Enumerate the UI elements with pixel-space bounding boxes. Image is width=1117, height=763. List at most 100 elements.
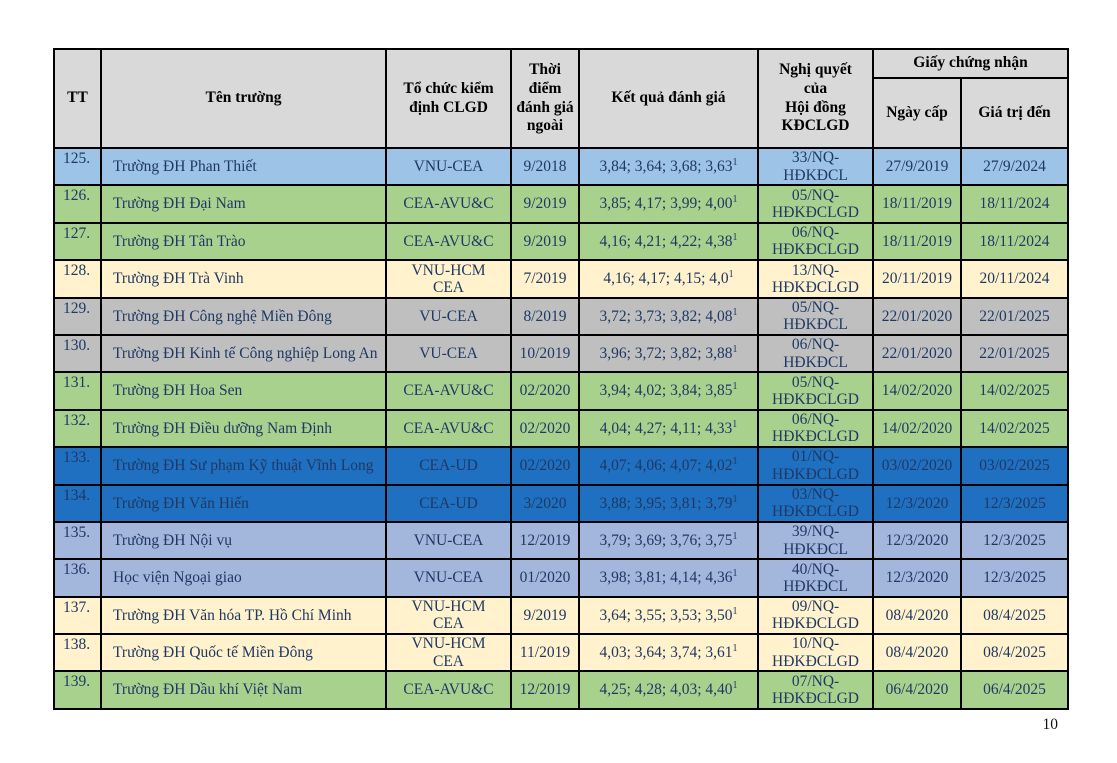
table-row: 128. Trường ĐH Trà Vinh VNU-HCM CEA 7/2019 4… (53, 259, 1069, 299)
cell-result: 4,03; 3,64; 3,74; 3,611 (578, 633, 759, 673)
cell-issue-date: 08/4/2020 (872, 595, 962, 636)
cell-issue-date: 12/3/2020 (872, 483, 962, 523)
col-header-certificate: Giấy chứng nhận (872, 48, 1069, 79)
col-header-issue-date: Ngày cấp (872, 77, 962, 149)
table-row: 129. Trường ĐH Công nghệ Miền Đông VU-CEA 8… (53, 296, 1069, 336)
cell-issue-date: 03/02/2020 (872, 446, 962, 486)
footnote-marker: 1 (732, 680, 738, 692)
cell-eval-time: 8/2019 (510, 296, 580, 336)
table-row: 127. Trường ĐH Tân Trào CEA-AVU&C 9/2019 4,1… (53, 221, 1069, 262)
accreditation-table: TT Tên trường Tổ chức kiểm định CLGD Thờ… (53, 48, 1069, 710)
cell-eval-time: 02/2020 (510, 446, 580, 486)
cell-result: 3,64; 3,55; 3,53; 3,501 (578, 595, 759, 636)
cell-tt: 134. (53, 483, 102, 523)
cell-issue-date: 22/01/2020 (872, 296, 962, 336)
footnote-marker: 1 (732, 381, 738, 393)
cell-issue-date: 14/02/2020 (872, 371, 962, 411)
cell-tt: 128. (53, 259, 102, 299)
cell-issue-date: 18/11/2019 (872, 221, 962, 262)
cell-eval-time: 3/2020 (510, 483, 580, 523)
table-header: TT Tên trường Tổ chức kiểm định CLGD Thờ… (53, 48, 1069, 149)
cell-eval-time: 9/2019 (510, 221, 580, 262)
cell-result: 3,85; 4,17; 3,99; 4,001 (578, 184, 759, 224)
cell-resolution: 10/NQ- HĐKĐCLGD (757, 633, 874, 673)
cell-result: 4,16; 4,17; 4,15; 4,01 (578, 259, 759, 299)
cell-valid-until: 12/3/2025 (960, 558, 1069, 598)
result-scores: 3,96; 3,72; 3,82; 3,88 (599, 344, 733, 362)
table-row: 134. Trường ĐH Văn Hiến CEA-UD 3/2020 3,88; … (53, 483, 1069, 523)
result-scores: 4,07; 4,06; 4,07; 4,02 (599, 457, 733, 475)
cell-org: VNU-CEA (385, 146, 512, 187)
cell-issue-date: 12/3/2020 (872, 558, 962, 598)
cell-valid-until: 18/11/2024 (960, 184, 1069, 224)
cell-org: VU-CEA (385, 296, 512, 336)
cell-tt: 139. (53, 670, 102, 710)
cell-tt: 135. (53, 520, 102, 561)
cell-resolution: 06/NQ- HĐKĐCLGD (757, 221, 874, 262)
cell-resolution: 03/NQ- HĐKĐCLGD (757, 483, 874, 523)
cell-tt: 125. (53, 146, 102, 187)
result-scores: 3,84; 3,64; 3,68; 3,63 (599, 158, 733, 176)
table-row: 126. Trường ĐH Đại Nam CEA-AVU&C 9/2019 3,85… (53, 184, 1069, 224)
footnote-marker: 1 (732, 418, 738, 430)
cell-school-name: Trường ĐH Đại Nam (100, 184, 387, 224)
cell-result: 3,96; 3,72; 3,82; 3,881 (578, 333, 759, 374)
result-scores: 3,88; 3,95; 3,81; 3,79 (599, 494, 733, 512)
cell-eval-time: 9/2018 (510, 146, 580, 187)
cell-school-name: Trường ĐH Điều dưỡng Nam Định (100, 408, 387, 449)
result-scores: 3,64; 3,55; 3,53; 3,50 (599, 606, 733, 624)
cell-issue-date: 14/02/2020 (872, 408, 962, 449)
cell-valid-until: 27/9/2024 (960, 146, 1069, 187)
col-header-resolution: Nghị quyết của Hội đồng KĐCLGD (757, 48, 874, 149)
footnote-marker: 1 (732, 194, 738, 206)
cell-issue-date: 20/11/2019 (872, 259, 962, 299)
cell-issue-date: 06/4/2020 (872, 670, 962, 710)
cell-tt: 130. (53, 333, 102, 374)
cell-issue-date: 27/9/2019 (872, 146, 962, 187)
cell-org: VNU-HCM CEA (385, 259, 512, 299)
cell-eval-time: 9/2019 (510, 595, 580, 636)
cell-tt: 132. (53, 408, 102, 449)
cell-resolution: 13/NQ- HĐKĐCLGD (757, 259, 874, 299)
cell-org: CEA-AVU&C (385, 408, 512, 449)
result-scores: 3,85; 4,17; 3,99; 4,00 (599, 195, 733, 213)
cell-resolution: 39/NQ- HĐKĐCL (757, 520, 874, 561)
table-row: 135. Trường ĐH Nội vụ VNU-CEA 12/2019 3,79; … (53, 520, 1069, 561)
cell-eval-time: 02/2020 (510, 371, 580, 411)
col-header-eval-time: Thời điểm đánh giá ngoài (510, 48, 580, 149)
page-number: 10 (1042, 716, 1059, 733)
table-row: 136. Học viện Ngoại giao VNU-CEA 01/2020 3,9… (53, 558, 1069, 598)
cell-school-name: Trường ĐH Kinh tế Công nghiệp Long An (100, 333, 387, 374)
cell-valid-until: 14/02/2025 (960, 408, 1069, 449)
cell-tt: 131. (53, 371, 102, 411)
footnote-marker: 1 (732, 343, 738, 355)
cell-school-name: Trường ĐH Nội vụ (100, 520, 387, 561)
col-header-valid-until: Giá trị đến (960, 77, 1069, 149)
cell-eval-time: 7/2019 (510, 259, 580, 299)
table-row: 137. Trường ĐH Văn hóa TP. Hồ Chí Minh VNU… (53, 595, 1069, 636)
footnote-marker: 1 (732, 455, 738, 467)
cell-result: 3,94; 4,02; 3,84; 3,851 (578, 371, 759, 411)
cell-valid-until: 08/4/2025 (960, 633, 1069, 673)
cell-eval-time: 02/2020 (510, 408, 580, 449)
col-header-school-name: Tên trường (100, 48, 387, 149)
footnote-marker: 1 (732, 530, 738, 542)
cell-eval-time: 12/2019 (510, 670, 580, 710)
table-row: 138. Trường ĐH Quốc tế Miền Đông VNU-HCM C… (53, 633, 1069, 673)
cell-tt: 137. (53, 595, 102, 636)
cell-issue-date: 18/11/2019 (872, 184, 962, 224)
cell-org: VNU-CEA (385, 520, 512, 561)
cell-resolution: 09/NQ- HĐKĐCLGD (757, 595, 874, 636)
cell-school-name: Trường ĐH Quốc tế Miền Đông (100, 633, 387, 673)
cell-org: CEA-AVU&C (385, 184, 512, 224)
cell-eval-time: 9/2019 (510, 184, 580, 224)
cell-result: 3,88; 3,95; 3,81; 3,791 (578, 483, 759, 523)
cell-issue-date: 08/4/2020 (872, 633, 962, 673)
cell-resolution: 05/NQ- HĐKĐCLGD (757, 184, 874, 224)
cell-result: 4,25; 4,28; 4,03; 4,401 (578, 670, 759, 710)
cell-school-name: Học viện Ngoại giao (100, 558, 387, 598)
cell-school-name: Trường ĐH Dầu khí Việt Nam (100, 670, 387, 710)
table-row: 133. Trường ĐH Sư phạm Kỹ thuật Vĩnh Long… (53, 446, 1069, 486)
table-row: 130. Trường ĐH Kinh tế Công nghiệp Long A… (53, 333, 1069, 374)
